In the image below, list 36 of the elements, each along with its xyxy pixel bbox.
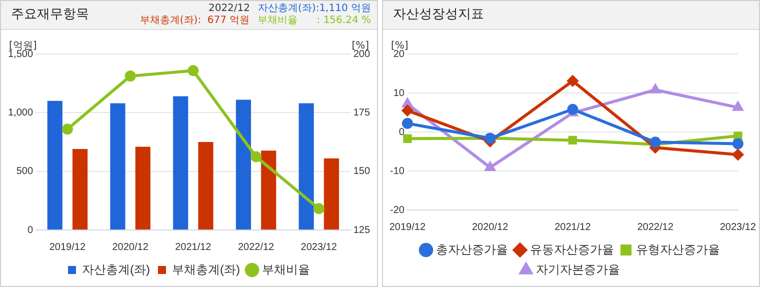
y-tick-label: -10 (390, 166, 405, 177)
chart-title: 자산성장성지표 (393, 7, 484, 22)
legend-label: 부채총계(좌) (172, 262, 240, 276)
text: 부채비율 : 156.24 % (258, 15, 371, 27)
text: 자산총계(좌):1,110 억원 (258, 3, 371, 15)
y-tick-label: 500 (16, 166, 34, 178)
x-tick-label: 2020/12 (112, 242, 149, 253)
y-tick-label: 1,000 (8, 107, 34, 118)
y2-tick-label: 200 (353, 48, 370, 60)
y-tick-label: 20 (393, 48, 405, 60)
legend-label: 유형자산증가율 (636, 242, 720, 256)
x-tick-label: 2021/12 (554, 222, 592, 233)
text: 부채총계(좌): 677 억원 (140, 15, 250, 27)
x-tick-label: 2021/12 (175, 242, 212, 253)
x-tick-label: 2019/12 (389, 222, 426, 233)
y2-tick-label: 125 (353, 224, 370, 236)
y-tick-label: 10 (393, 88, 405, 99)
y-tick-label: 1,500 (8, 48, 34, 60)
legend-label: 자기자본증가율 (536, 262, 620, 276)
chart-title: 주요재무항목 (11, 7, 89, 22)
x-tick-label: 2019/12 (49, 242, 86, 253)
y-tick-label: -20 (390, 204, 405, 216)
x-tick-label: 2023/12 (720, 222, 756, 233)
y-tick-label: 0 (27, 224, 34, 236)
text: 2022/12 (208, 3, 250, 15)
x-tick-label: 2022/12 (238, 242, 275, 253)
y-tick-label: 0 (398, 126, 405, 138)
x-tick-label: 2022/12 (637, 222, 674, 233)
legend-label: 부채비율 (262, 262, 310, 276)
x-tick-label: 2023/12 (300, 242, 338, 253)
legend-label: 자산총계(좌) (82, 262, 150, 276)
y2-tick-label: 150 (353, 166, 370, 178)
legend-label: 총자산증가율 (436, 242, 508, 256)
x-tick-label: 2020/12 (472, 222, 509, 233)
y2-tick-label: 175 (353, 107, 370, 118)
legend-label: 유동자산증가율 (530, 242, 614, 256)
